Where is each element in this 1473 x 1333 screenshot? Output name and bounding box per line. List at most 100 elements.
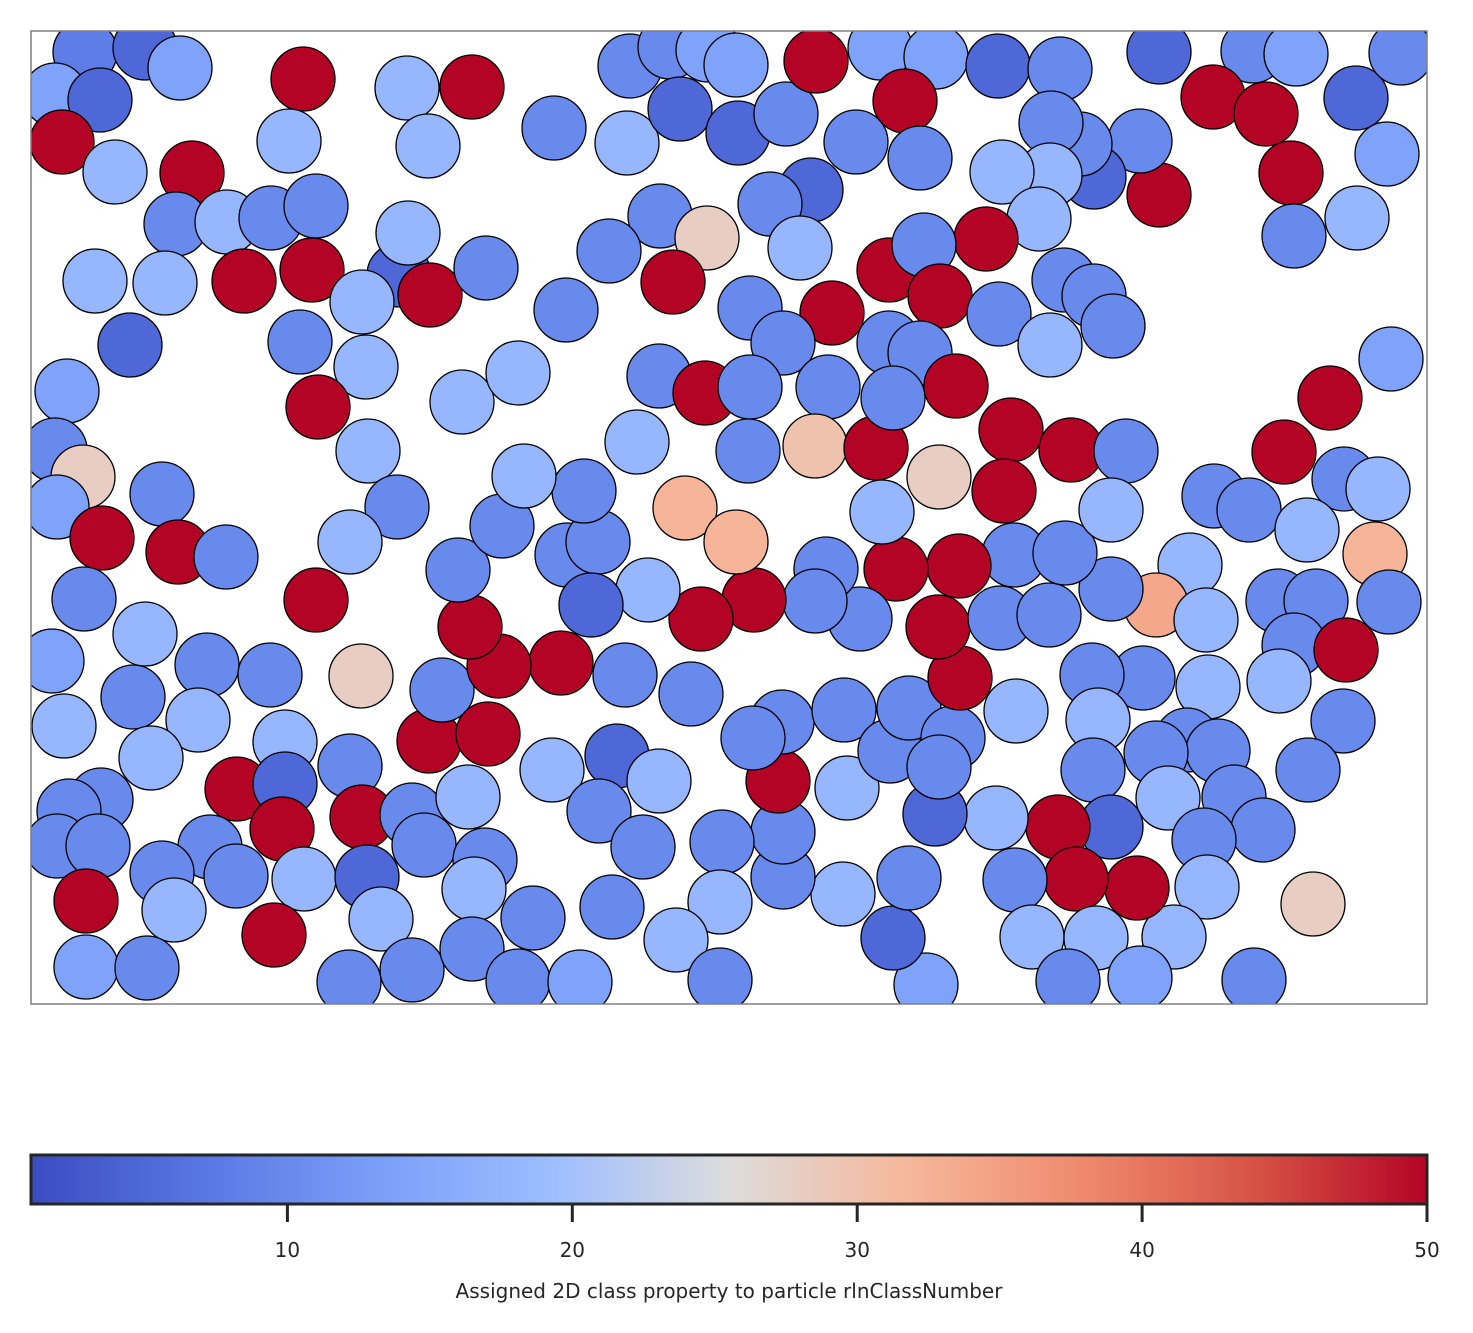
- particle-marker: [279, 237, 345, 303]
- particle-marker: [316, 949, 382, 1004]
- particle-marker: [965, 33, 1031, 99]
- particle-marker: [971, 458, 1037, 524]
- particle-marker: [969, 139, 1035, 205]
- particle-marker: [905, 594, 971, 660]
- particle-marker: [1216, 477, 1282, 543]
- particle-marker: [395, 113, 461, 179]
- particle-marker: [1313, 617, 1379, 683]
- particle-marker: [1358, 326, 1424, 392]
- particle-marker: [1275, 737, 1341, 803]
- particle-marker: [1297, 365, 1363, 431]
- particle-marker: [814, 755, 880, 821]
- particle-marker: [521, 95, 587, 161]
- particle-marker: [67, 67, 133, 133]
- particle-marker: [211, 248, 277, 314]
- colorbar-tick-label: 20: [560, 1238, 585, 1262]
- particle-marker: [1324, 185, 1390, 251]
- particle-marker: [1274, 497, 1340, 563]
- particle-marker: [1246, 648, 1312, 714]
- particle-marker: [604, 409, 670, 475]
- particle-marker: [129, 461, 195, 527]
- particle-marker: [333, 334, 399, 400]
- particle-marker: [795, 354, 861, 420]
- particle-marker: [566, 778, 632, 844]
- particle-marker: [592, 642, 658, 708]
- particle-marker: [364, 474, 430, 540]
- particle-marker: [810, 861, 876, 927]
- particle-marker: [687, 947, 753, 1004]
- particle-marker: [860, 365, 926, 431]
- particle-marker: [425, 537, 491, 603]
- particle-marker: [203, 843, 269, 909]
- particle-marker: [147, 35, 213, 101]
- particle-marker: [51, 566, 117, 632]
- particle-marker: [271, 846, 337, 912]
- particle-marker: [348, 886, 414, 952]
- particle-marker: [118, 725, 184, 791]
- particle-marker: [31, 109, 95, 175]
- particle-marker: [887, 125, 953, 191]
- particle-marker: [860, 905, 926, 971]
- particle-marker: [715, 418, 781, 484]
- particle-marker: [626, 748, 692, 814]
- particle-marker: [429, 369, 495, 435]
- particle-marker: [647, 76, 713, 142]
- particle-marker: [112, 601, 178, 667]
- particle-marker: [1368, 31, 1427, 86]
- particle-marker: [1354, 121, 1420, 187]
- particle-marker: [767, 215, 833, 281]
- particle-marker: [335, 418, 401, 484]
- particle-marker: [439, 916, 505, 982]
- particle-marker: [720, 705, 786, 771]
- particle-marker: [906, 444, 972, 510]
- particle-marker: [907, 263, 973, 329]
- particle-marker: [439, 54, 505, 120]
- particle-marker: [983, 678, 1049, 744]
- particle-marker: [237, 642, 303, 708]
- particle-marker: [374, 55, 440, 121]
- particle-marker: [687, 869, 753, 935]
- particle-marker: [1345, 456, 1411, 522]
- particle-marker: [379, 937, 445, 1003]
- particle-marker: [1221, 947, 1287, 1004]
- particle-marker: [491, 443, 557, 509]
- particle-marker: [823, 109, 889, 175]
- particle-marker: [97, 312, 163, 378]
- particle-marker: [1323, 65, 1389, 131]
- particle-marker: [1310, 688, 1376, 754]
- particle-marker: [1233, 81, 1299, 147]
- particle-marker: [528, 630, 594, 696]
- particle-marker: [703, 32, 769, 98]
- particle-marker: [53, 934, 119, 1000]
- particle-marker: [1078, 556, 1144, 622]
- particle-marker: [1135, 765, 1201, 831]
- particle-marker: [441, 856, 507, 922]
- particle-marker: [579, 874, 645, 940]
- particle-marker: [1107, 945, 1173, 1004]
- particle-marker: [782, 568, 848, 634]
- particle-marker: [674, 205, 740, 271]
- particle-marker: [1356, 569, 1422, 635]
- particle-marker: [1016, 582, 1082, 648]
- particle-marker: [267, 309, 333, 375]
- particle-marker: [391, 812, 457, 878]
- particle-marker: [1032, 520, 1098, 586]
- particle-marker: [31, 628, 85, 694]
- particle-marker: [1060, 737, 1126, 803]
- particle-marker: [643, 907, 709, 973]
- particle-marker: [1280, 871, 1346, 937]
- particle-marker: [799, 280, 865, 346]
- particle-marker: [533, 277, 599, 343]
- particle-marker: [926, 533, 992, 599]
- particle-marker: [923, 353, 989, 419]
- particle-marker: [132, 250, 198, 316]
- particle-marker: [783, 31, 849, 94]
- particle-marker: [978, 397, 1044, 463]
- particle-marker: [65, 813, 131, 879]
- particle-marker: [558, 572, 624, 638]
- particle-marker: [241, 902, 307, 968]
- particle-marker: [1093, 418, 1159, 484]
- particle-marker: [82, 139, 148, 205]
- particle-marker: [329, 269, 395, 335]
- particle-marker: [375, 200, 441, 266]
